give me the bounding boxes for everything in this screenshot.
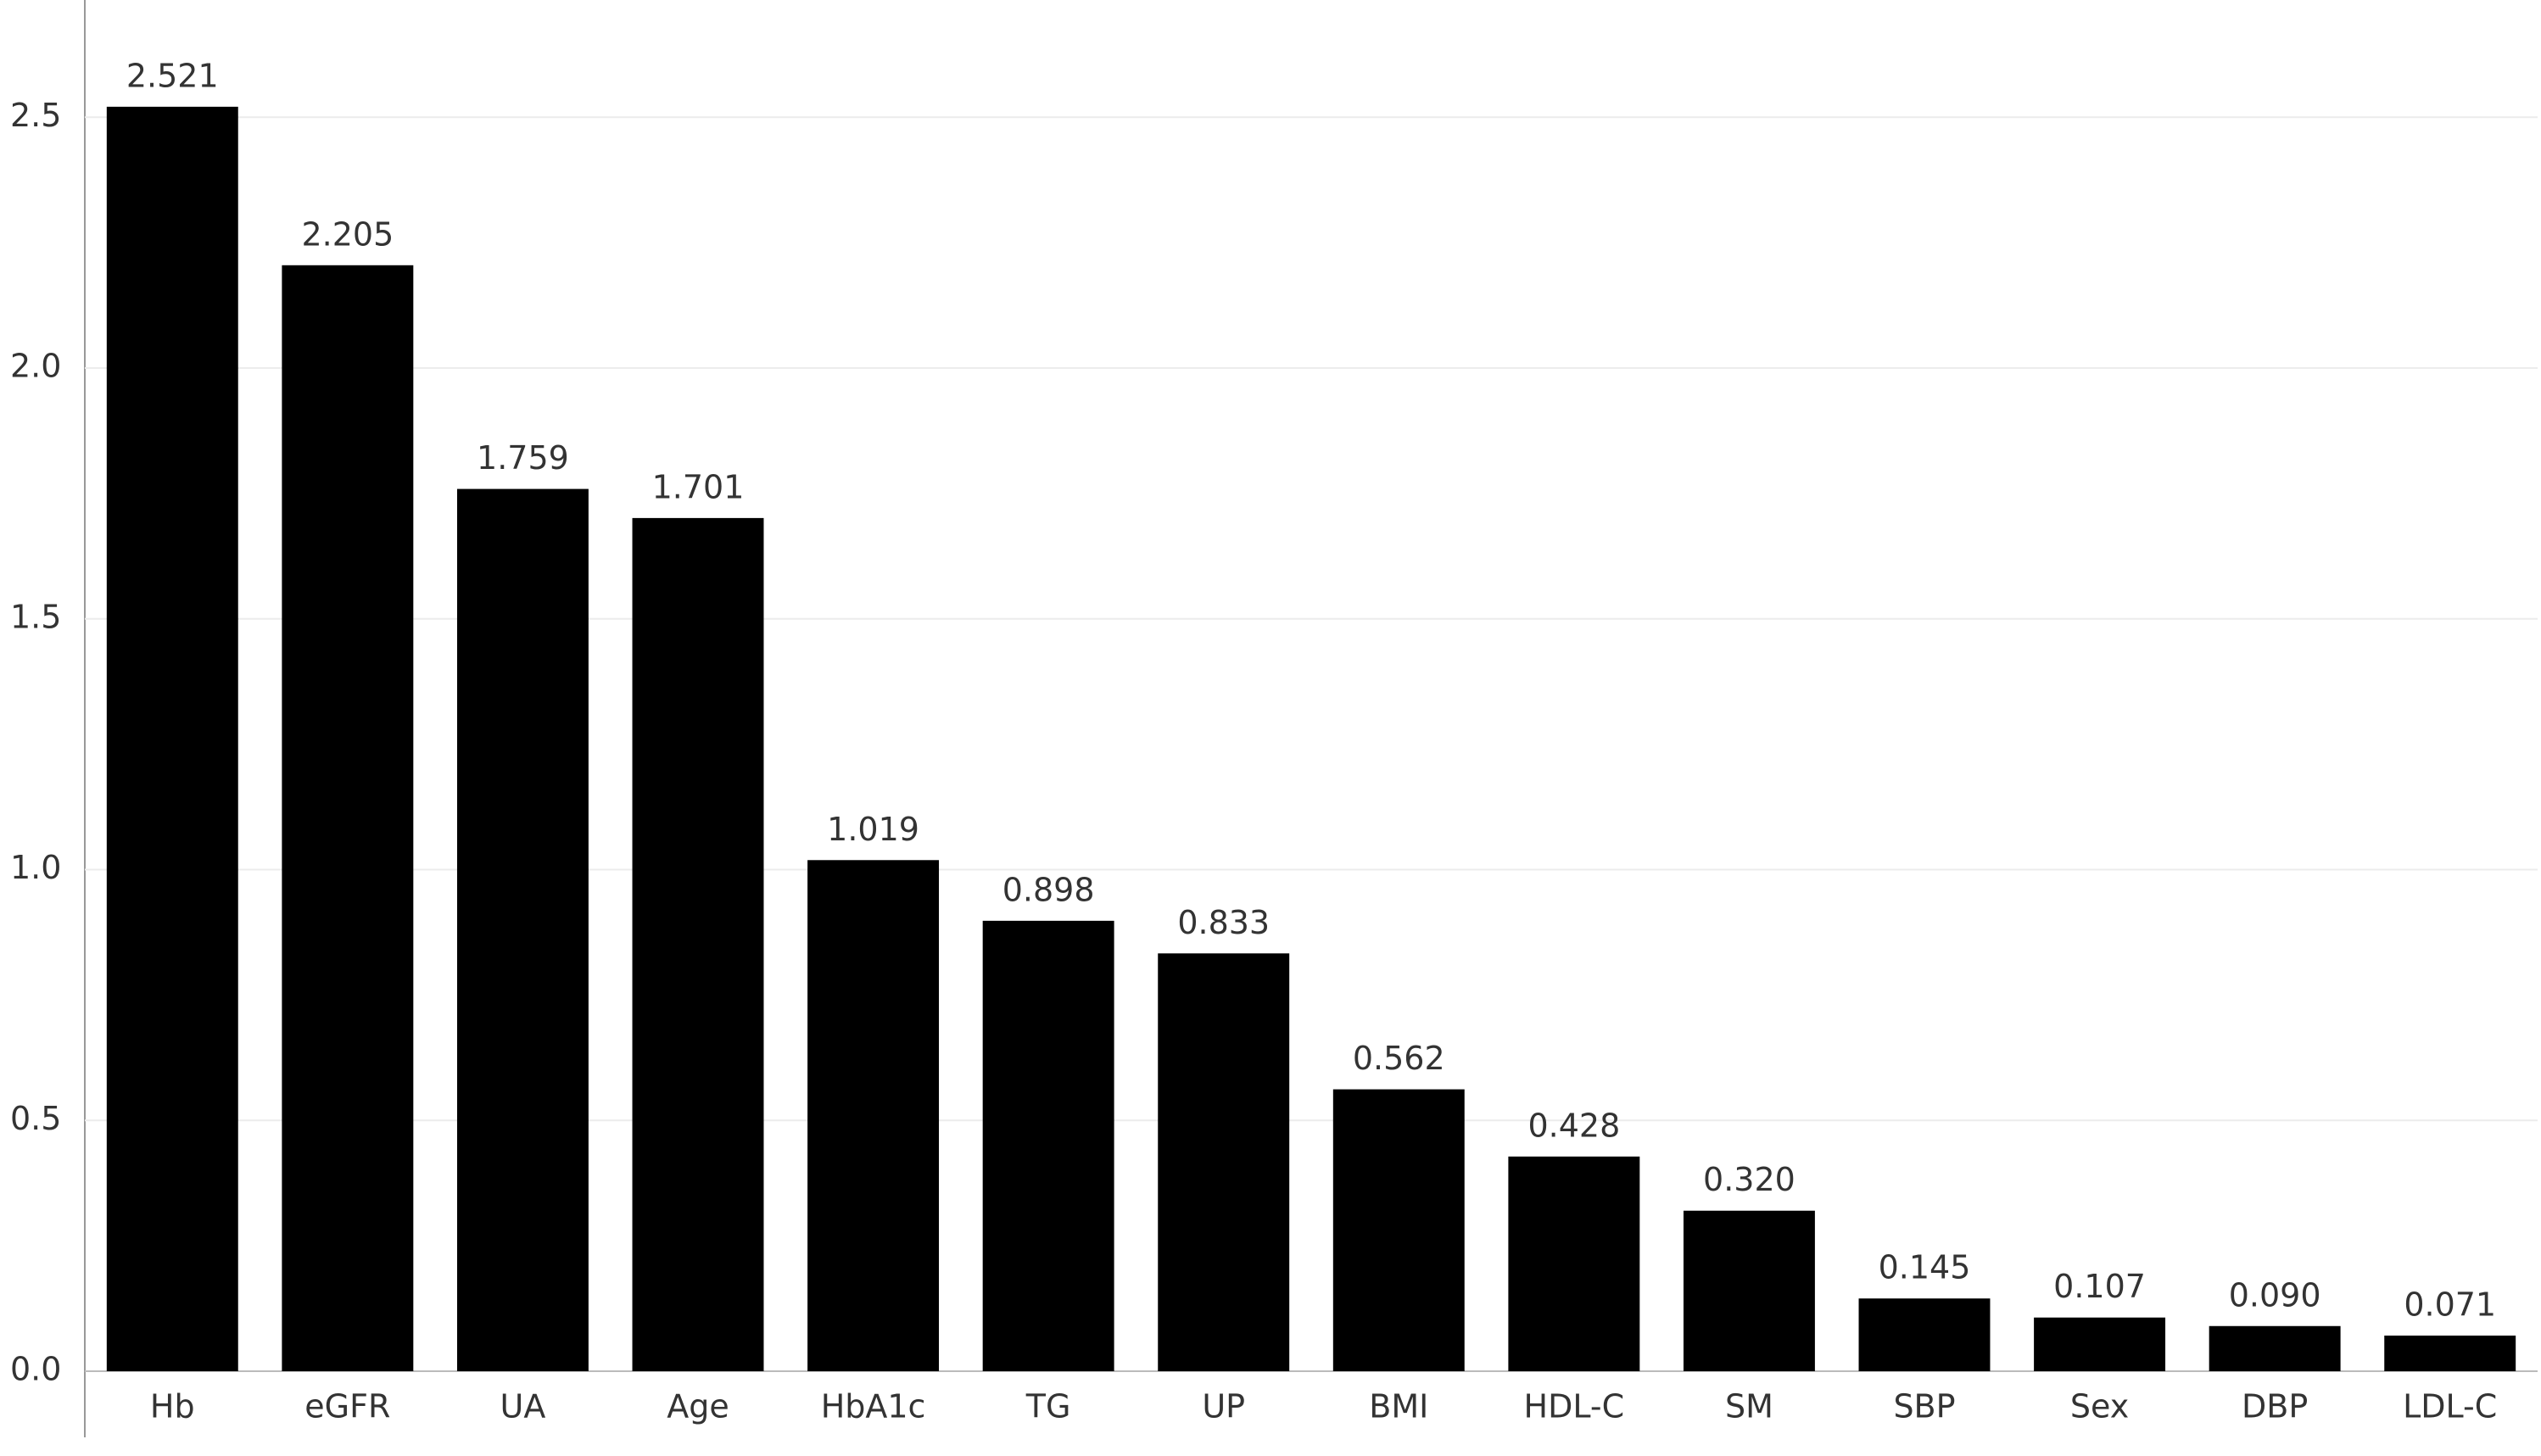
x-tick-label: eGFR [304,1388,390,1425]
x-tick-label: Sex [2070,1388,2129,1425]
x-tick-label: UP [1202,1388,1245,1425]
bar [2209,1325,2341,1371]
bar [456,488,589,1372]
bar [982,920,1114,1371]
bar [1158,953,1290,1371]
value-label: 0.320 [1703,1161,1795,1198]
value-label: 1.701 [652,468,745,505]
value-label: 0.833 [1177,904,1270,941]
x-tick-label: UA [500,1388,546,1425]
bar [1332,1089,1465,1371]
value-label: 1.759 [477,439,569,477]
value-label: 0.562 [1353,1040,1445,1077]
value-label: 0.090 [2229,1276,2321,1314]
x-tick-label: BMI [1369,1388,1428,1425]
bar [1508,1156,1640,1371]
value-label: 2.205 [301,215,394,253]
value-label: 0.428 [1527,1107,1620,1144]
value-label: 1.019 [827,811,919,848]
x-tick-label: HDL-C [1524,1388,1625,1425]
bar [1858,1298,1991,1371]
bar [2384,1336,2516,1371]
x-tick-label: HbA1c [821,1388,926,1425]
value-label: 0.107 [2053,1268,2146,1305]
y-tick-label: 2.0 [10,348,61,385]
bar [282,265,414,1371]
value-label: 0.071 [2404,1286,2496,1324]
x-tick-label: LDL-C [2403,1388,2497,1425]
value-label: 0.898 [1002,871,1095,908]
value-label: 0.145 [1879,1249,1971,1286]
x-tick-label: Age [667,1388,729,1425]
value-label: 2.521 [126,57,219,94]
x-tick-label: TG [1025,1388,1071,1425]
bar [2034,1317,2166,1371]
x-tick-label: DBP [2242,1388,2308,1425]
bar [807,860,940,1371]
y-tick-label: 1.0 [10,849,61,886]
x-tick-label: SM [1725,1388,1773,1425]
y-tick-label: 2.5 [10,97,61,134]
x-tick-label: SBP [1893,1388,1955,1425]
y-tick-label: 0.5 [10,1100,61,1137]
y-tick-label: 0.0 [10,1351,61,1388]
bar [1683,1210,1815,1371]
bar [632,517,764,1371]
y-tick-label: 1.5 [10,598,61,635]
x-tick-label: Hb [150,1388,195,1425]
bar [106,106,238,1371]
